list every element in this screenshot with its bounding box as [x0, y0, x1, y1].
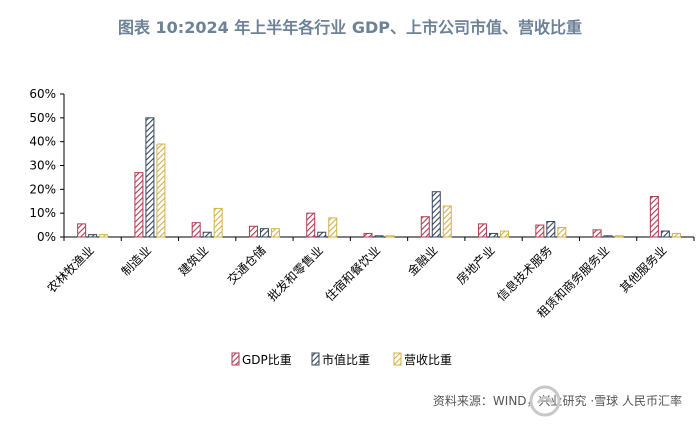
- x-category-label: 制造业: [119, 243, 154, 278]
- y-tick-label: 40%: [29, 135, 56, 149]
- bar-revenue: [328, 217, 338, 238]
- bar-revenue: [500, 230, 510, 238]
- x-category-label: 批发和零售业: [264, 243, 326, 305]
- legend-swatch-market-cap: [311, 352, 320, 366]
- bar-revenue: [614, 235, 624, 238]
- legend-label-market-cap: 市值比重: [322, 352, 370, 367]
- bar-market-cap: [660, 230, 670, 238]
- bar-market-cap: [88, 234, 98, 238]
- source-note: 资料来源：WIND，兴业研究 ·雪球 人民币汇率: [432, 394, 682, 408]
- bar-revenue: [442, 205, 452, 238]
- bar-market-cap: [145, 117, 155, 238]
- bar-revenue: [385, 235, 395, 238]
- y-tick-label: 50%: [29, 111, 56, 125]
- bar-gdp: [191, 222, 201, 238]
- x-category-label: 金融业: [404, 243, 440, 279]
- x-category-label: 建筑业: [175, 243, 211, 279]
- x-category-label: 农林牧渔业: [44, 243, 96, 295]
- y-tick-label: 60%: [29, 87, 56, 101]
- bar-market-cap: [603, 235, 613, 238]
- bar-gdp: [363, 232, 373, 238]
- x-category-label: 信息技术服务: [493, 243, 555, 305]
- bar-market-cap: [374, 235, 384, 238]
- legend-label-gdp: GDP比重: [242, 353, 292, 367]
- bar-gdp: [306, 212, 316, 238]
- y-tick-label: 0%: [37, 230, 56, 244]
- bar-gdp: [77, 223, 87, 238]
- x-category-label: 住宿和餐饮业: [322, 243, 384, 305]
- x-category-label: 房地产业: [453, 243, 498, 288]
- bar-gdp: [248, 225, 258, 238]
- bar-market-cap: [259, 228, 269, 238]
- bar-gdp: [420, 216, 430, 238]
- bar-revenue: [156, 143, 166, 238]
- chart-title: 图表 10:2024 年上半年各行业 GDP、上市公司市值、营收比重: [117, 18, 583, 37]
- legend-swatch-revenue: [393, 352, 402, 366]
- bar-market-cap: [317, 231, 327, 238]
- bar-gdp: [134, 172, 144, 238]
- bar-revenue: [99, 234, 109, 238]
- bar-gdp: [478, 223, 488, 238]
- bar-revenue: [270, 228, 280, 238]
- bar-market-cap: [546, 221, 556, 238]
- bar-market-cap: [489, 232, 499, 238]
- bar-revenue: [213, 207, 223, 238]
- x-category-label: 交通仓储: [224, 243, 269, 288]
- legend-swatch-gdp: [231, 352, 240, 366]
- legend-label-revenue: 营收比重: [404, 353, 452, 367]
- bar-gdp: [649, 195, 659, 238]
- bar-market-cap: [431, 191, 441, 238]
- bar-market-cap: [202, 231, 212, 238]
- bar-gdp: [535, 224, 545, 238]
- snowball-logo-icon: [529, 385, 561, 417]
- bar-revenue: [671, 232, 681, 238]
- bar-gdp: [592, 229, 602, 238]
- y-tick-label: 30%: [29, 159, 56, 173]
- x-category-label: 其他服务业: [616, 243, 669, 296]
- y-tick-label: 10%: [29, 206, 56, 220]
- bar-revenue: [557, 226, 567, 238]
- y-tick-label: 20%: [29, 182, 56, 196]
